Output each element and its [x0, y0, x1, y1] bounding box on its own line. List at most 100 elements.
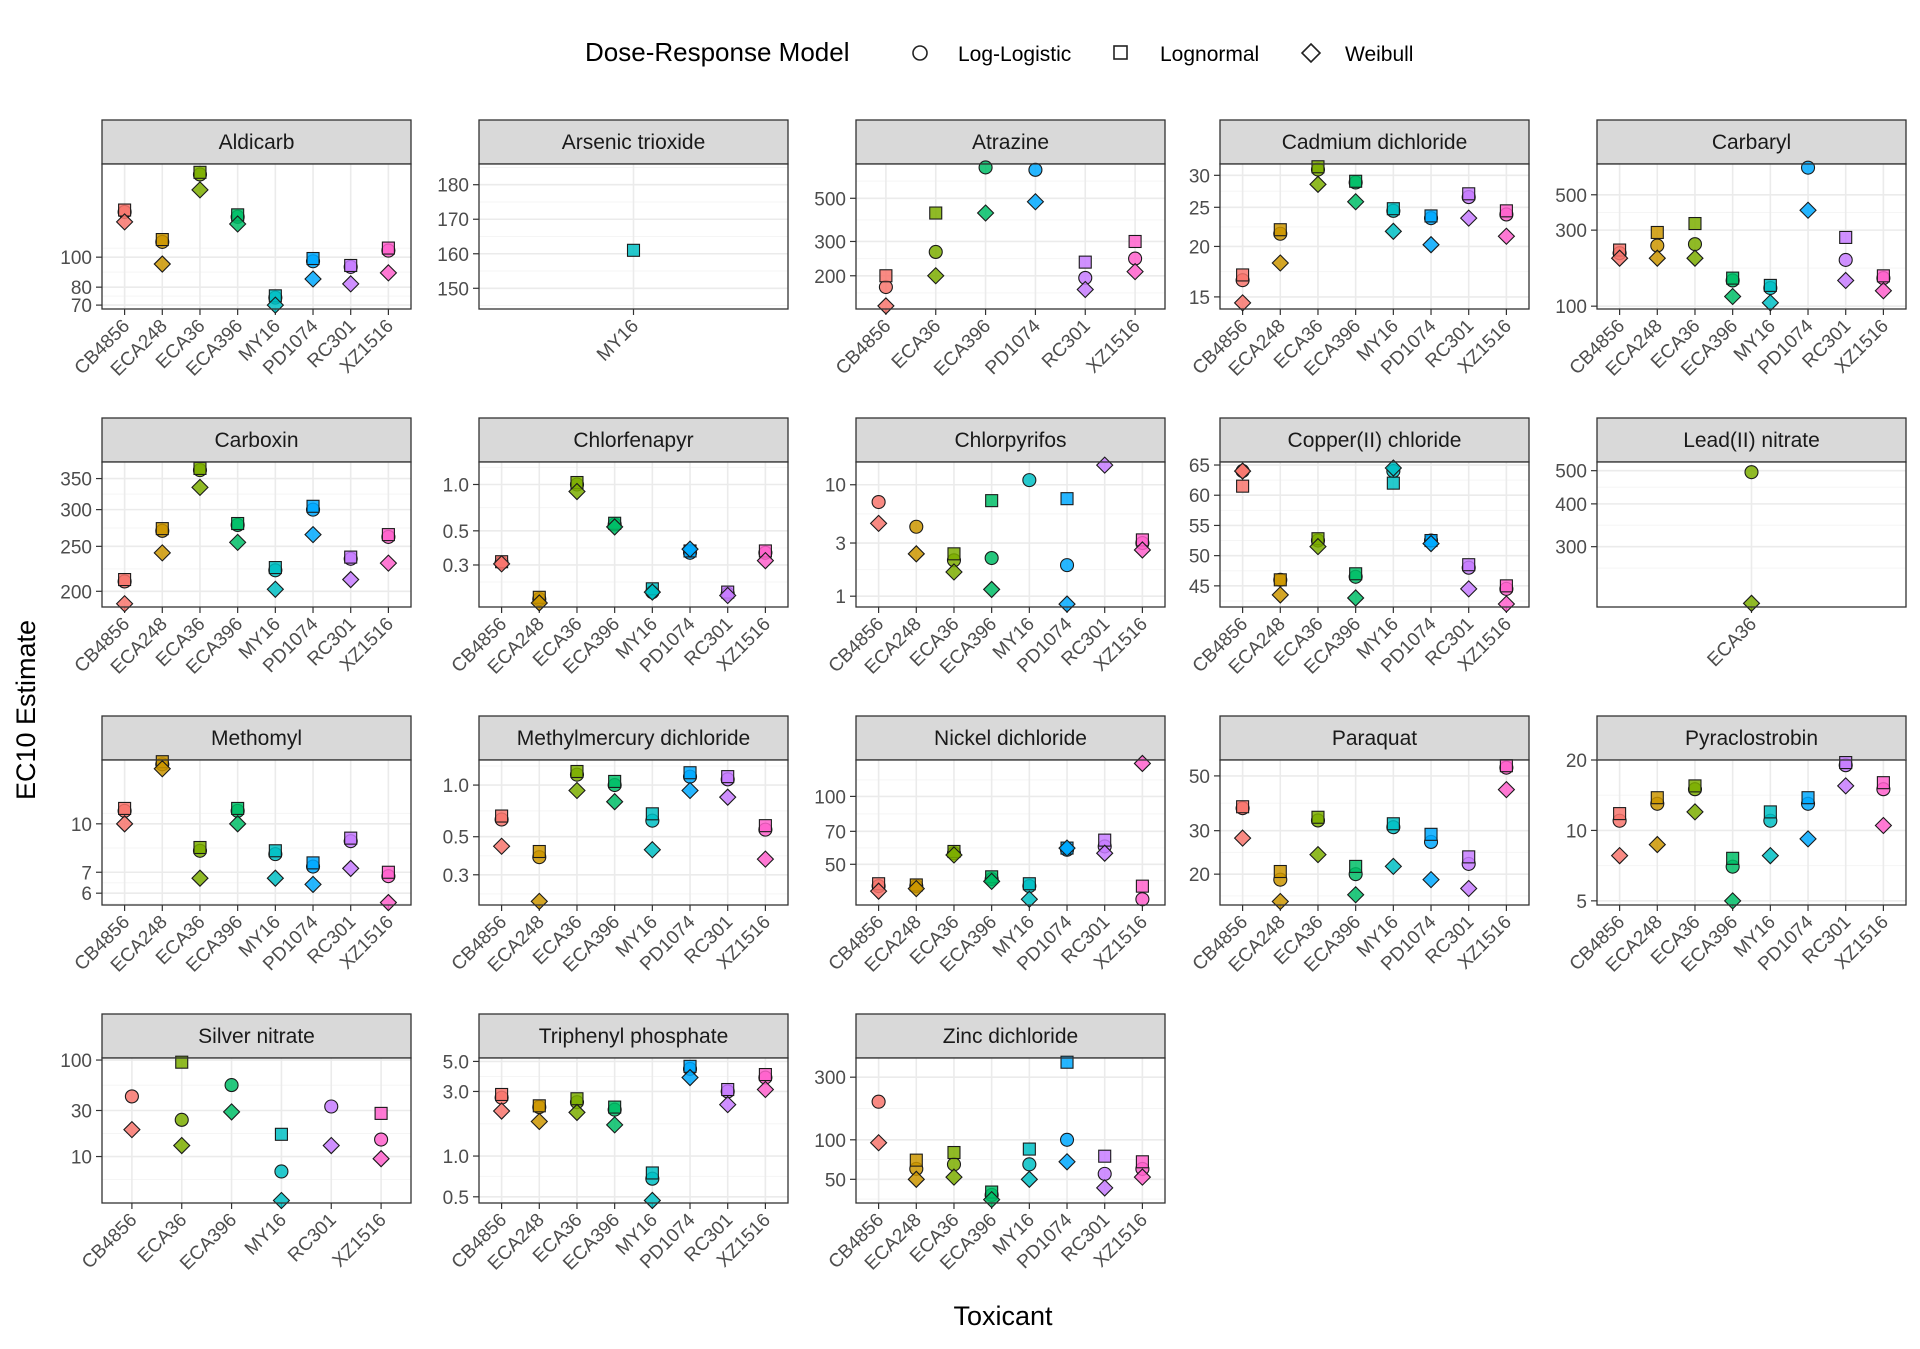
point-lognormal-xz1516	[381, 241, 395, 255]
point-lognormal-eca36	[175, 1055, 189, 1069]
point-lognormal-eca248	[1273, 223, 1287, 237]
y-tick-label: 6	[81, 884, 92, 905]
panel-strip	[1219, 119, 1530, 165]
y-tick-label: 1.0	[443, 776, 469, 797]
point-lognormal-eca396	[1726, 271, 1740, 285]
point-weibull-xz1516	[379, 554, 398, 572]
point-weibull-eca248	[907, 1170, 926, 1189]
y-tick-label: 10	[71, 815, 92, 836]
panel-strip	[855, 1013, 1166, 1059]
point-lognormal-eca396	[231, 801, 245, 815]
panel-strip	[1596, 417, 1907, 463]
point-log-logistic-eca396	[978, 160, 993, 175]
point-log-logistic-pd1074	[1800, 160, 1816, 175]
point-lognormal-eca248	[1650, 791, 1664, 805]
point-weibull-cb4856	[869, 514, 888, 533]
legend-key-diamond-icon	[1300, 42, 1322, 64]
plot-area	[102, 462, 411, 607]
y-tick-label: 300	[814, 232, 846, 253]
point-weibull-my16	[643, 583, 662, 601]
point-weibull-eca396	[228, 815, 247, 833]
panel-title: Nickel dichloride	[934, 727, 1087, 750]
plot-area	[479, 462, 788, 607]
point-weibull-rc301	[1095, 844, 1114, 862]
point-log-logistic-eca396	[224, 1078, 239, 1093]
point-lognormal-pd1074	[306, 251, 320, 266]
y-tick-label: 300	[1555, 538, 1587, 559]
point-weibull-eca248	[907, 545, 926, 563]
point-weibull-my16	[1384, 857, 1403, 876]
point-weibull-pd1074	[1026, 192, 1045, 211]
panel-title: Pyraclostrobin	[1685, 727, 1818, 750]
point-weibull-rc301	[718, 586, 737, 605]
point-lognormal-my16	[1386, 202, 1400, 216]
panel-border	[101, 759, 412, 906]
y-tick-label: 15	[1189, 288, 1210, 309]
point-weibull-my16	[643, 840, 662, 859]
point-weibull-my16	[1384, 459, 1403, 477]
point-weibull-xz1516	[1497, 780, 1516, 799]
point-lognormal-eca36	[1688, 779, 1702, 793]
panel-strip	[478, 1013, 789, 1059]
point-lognormal-xz1516	[374, 1106, 388, 1120]
point-lognormal-cb4856	[879, 269, 893, 283]
panel-border	[1219, 461, 1530, 608]
y-tick-label: 55	[1189, 516, 1210, 537]
y-tick-label: 80	[71, 278, 92, 299]
point-weibull-eca36	[1309, 537, 1327, 556]
point-lognormal-rc301	[1098, 1149, 1112, 1163]
point-lognormal-eca36	[1311, 160, 1325, 174]
point-log-logistic-eca36	[1687, 237, 1703, 252]
point-lognormal-xz1516	[381, 528, 395, 542]
panel-border	[855, 163, 1166, 310]
y-tick-label: 7	[81, 863, 92, 884]
point-lognormal-xz1516	[1499, 204, 1513, 218]
point-weibull-rc301	[1836, 777, 1855, 795]
panel-title: Carboxin	[214, 429, 298, 452]
y-tick-label: 1.0	[443, 475, 469, 496]
y-tick-label: 50	[825, 855, 846, 876]
point-log-logistic-eca396	[984, 550, 999, 566]
legend-title: Dose-Response Model	[585, 37, 849, 67]
point-weibull-eca248	[907, 879, 926, 898]
point-lognormal-my16	[268, 844, 282, 858]
panel-title: Lead(II) nitrate	[1683, 429, 1820, 452]
point-weibull-my16	[272, 1191, 291, 1210]
point-log-logistic-cb4856	[124, 1089, 139, 1104]
point-log-logistic-my16	[274, 1164, 289, 1179]
point-lognormal-eca36	[1311, 810, 1325, 824]
plot-area	[102, 1058, 411, 1203]
point-lognormal-rc301	[1462, 558, 1476, 572]
point-weibull-cb4856	[115, 815, 134, 833]
point-weibull-eca36	[191, 181, 209, 199]
point-weibull-my16	[1761, 294, 1780, 312]
point-lognormal-rc301	[344, 550, 358, 564]
point-lognormal-cb4856	[118, 801, 132, 815]
panel-title: Arsenic trioxide	[562, 131, 706, 154]
point-weibull-eca248	[153, 544, 172, 562]
y-tick-label: 30	[71, 1101, 92, 1122]
y-tick-label: 0.5	[443, 828, 469, 849]
y-tick-label: 100	[60, 1051, 92, 1072]
plot-area	[856, 164, 1165, 309]
point-lognormal-my16	[1386, 476, 1400, 490]
point-weibull-eca396	[222, 1103, 241, 1121]
point-lognormal-eca248	[1273, 573, 1287, 587]
y-tick-label: 170	[437, 210, 469, 231]
point-weibull-pd1074	[681, 540, 699, 558]
point-lognormal-cb4856	[118, 573, 132, 587]
point-lognormal-rc301	[1078, 255, 1092, 269]
point-weibull-eca36	[568, 781, 586, 800]
point-lognormal-my16	[645, 807, 659, 821]
point-lognormal-my16	[1022, 877, 1036, 891]
y-tick-label: 0.3	[443, 556, 469, 577]
point-weibull-eca396	[976, 204, 995, 222]
panel-strip	[101, 119, 412, 165]
point-weibull-xz1516	[1497, 227, 1516, 245]
point-weibull-pd1074	[681, 1068, 699, 1087]
point-lognormal-my16	[1763, 278, 1777, 292]
y-tick-label: 500	[814, 189, 846, 210]
point-weibull-rc301	[341, 570, 360, 589]
point-weibull-rc301	[341, 275, 360, 293]
point-weibull-cb4856	[492, 1102, 511, 1120]
